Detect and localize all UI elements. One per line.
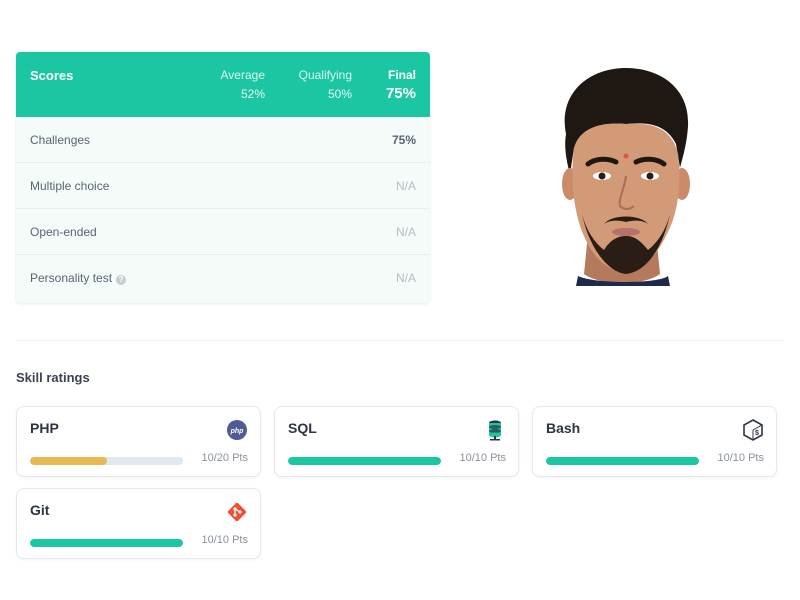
skill-progress-bar (30, 457, 183, 465)
skill-card-bash: Bash $ 10/10 Pts (532, 406, 777, 477)
skill-card-git: Git 10/10 Pts (16, 488, 261, 559)
score-row-name: Open-ended (30, 225, 97, 239)
skill-ratings-title: Skill ratings (16, 370, 90, 385)
skill-progress-bar (30, 539, 183, 547)
skill-points: 10/10 Pts (717, 452, 764, 464)
qualifying-value: 50% (327, 87, 352, 101)
final-value: 75% (385, 85, 416, 102)
help-icon[interactable]: ? (116, 275, 127, 285)
skill-card-php: PHP php 10/20 Pts (16, 406, 261, 477)
score-row-challenges: Challenges 75% (16, 117, 430, 163)
skill-card-sql: SQL 10/10 Pts (274, 406, 519, 477)
scores-body: Challenges 75% Multiple choice N/A Open-… (16, 117, 430, 301)
skill-points: 10/10 Pts (459, 452, 506, 464)
section-divider (16, 340, 784, 341)
qualifying-label: Qualifying (298, 68, 352, 82)
skill-progress-bar (288, 457, 441, 465)
skill-name: Bash (546, 420, 581, 436)
skill-points: 10/10 Pts (201, 534, 248, 546)
database-icon (489, 420, 501, 441)
skill-progress-fill (30, 457, 107, 465)
score-row-open-ended: Open-ended N/A (16, 209, 430, 255)
bash-icon: $ (743, 419, 763, 441)
score-row-value: 75% (391, 133, 416, 147)
score-row-name: Personality test? (30, 271, 127, 285)
score-row-multiple-choice: Multiple choice N/A (16, 163, 430, 209)
scores-card: Scores Average 52% Qualifying 50% Final … (16, 52, 430, 303)
svg-text:php: php (230, 428, 245, 435)
average-value: 52% (240, 87, 265, 101)
score-row-name: Challenges (30, 133, 91, 147)
skill-name: SQL (288, 420, 317, 436)
skill-points: 10/20 Pts (201, 452, 248, 464)
skill-progress-fill (30, 539, 183, 547)
skill-progress-fill (288, 457, 441, 465)
score-row-value: N/A (395, 225, 416, 239)
php-icon: php (227, 420, 247, 440)
score-row-value: N/A (395, 179, 416, 193)
qualifying-column: Qualifying 50% (299, 68, 352, 101)
score-row-personality-test: Personality test? N/A (16, 255, 430, 301)
candidate-avatar (562, 68, 690, 286)
svg-text:$: $ (755, 430, 759, 438)
skill-progress-fill (546, 457, 699, 465)
average-label: Average (220, 68, 265, 82)
skill-name: PHP (30, 420, 59, 436)
average-column: Average 52% (221, 68, 265, 101)
final-column: Final 75% (386, 68, 416, 102)
skill-progress-bar (546, 457, 699, 465)
final-label: Final (387, 68, 416, 82)
score-row-label: Personality test (30, 271, 113, 285)
scores-header: Scores Average 52% Qualifying 50% Final … (16, 52, 430, 117)
skill-name: Git (30, 502, 50, 518)
score-row-value: N/A (395, 271, 416, 285)
scores-title: Scores (30, 68, 74, 83)
score-row-name: Multiple choice (30, 179, 110, 193)
git-icon (227, 502, 247, 522)
